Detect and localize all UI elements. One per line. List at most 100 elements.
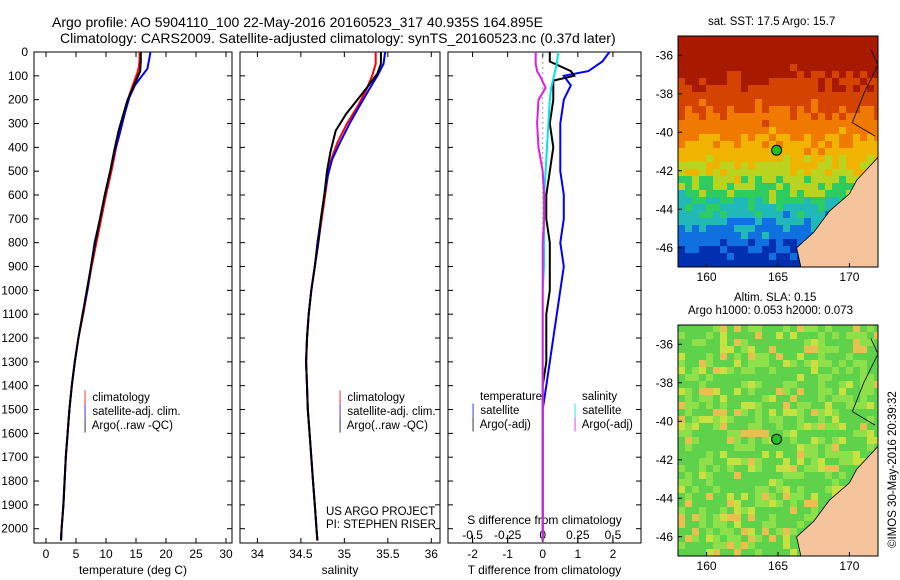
- map-cell: [762, 402, 769, 409]
- map-cell: [853, 71, 860, 78]
- map-cell: [832, 57, 839, 64]
- map-cell: [797, 127, 804, 134]
- map-cell: [699, 486, 706, 493]
- map-cell: [776, 78, 783, 85]
- map-cell: [678, 176, 685, 183]
- map-cell: [853, 78, 860, 85]
- map-cell: [699, 239, 706, 246]
- map-cell: [713, 416, 720, 423]
- map-cell: [699, 325, 706, 332]
- map-cell: [874, 148, 878, 155]
- map-cell: [790, 120, 797, 127]
- map-cell: [713, 339, 720, 346]
- map-cell: [783, 64, 790, 71]
- map-cell: [783, 360, 790, 367]
- map-cell: [727, 367, 734, 374]
- map-cell: [790, 148, 797, 155]
- map-cell: [762, 451, 769, 458]
- map-cell: [685, 85, 692, 92]
- map-cell: [713, 134, 720, 141]
- map-cell: [846, 430, 853, 437]
- map-cell: [706, 113, 713, 120]
- map-cell: [734, 113, 741, 120]
- map-cell: [783, 388, 790, 395]
- map-cell: [825, 113, 832, 120]
- map-cell: [769, 521, 776, 528]
- map-cell: [853, 346, 860, 353]
- map-cell: [741, 50, 748, 57]
- map-cell: [776, 367, 783, 374]
- map-cell: [825, 444, 832, 451]
- map-cell: [706, 190, 713, 197]
- map-cell: [755, 176, 762, 183]
- map-cell: [846, 458, 853, 465]
- map-cell: [720, 332, 727, 339]
- map-cell: [860, 71, 867, 78]
- map-cell: [860, 64, 867, 71]
- map-cell: [790, 36, 797, 43]
- map-cell: [706, 549, 713, 556]
- map-cell: [720, 78, 727, 85]
- map-cell: [811, 85, 818, 92]
- map-cell: [874, 106, 878, 113]
- map-cell: [874, 409, 878, 416]
- map-cell: [846, 381, 853, 388]
- map-cell: [748, 465, 755, 472]
- map-cell: [853, 162, 860, 169]
- map-cell: [755, 409, 762, 416]
- map-cell: [762, 430, 769, 437]
- map-cell: [853, 92, 860, 99]
- map-cell: [769, 423, 776, 430]
- map-cell: [811, 507, 818, 514]
- map-cell: [748, 332, 755, 339]
- map-cell: [818, 57, 825, 64]
- map-cell: [706, 479, 713, 486]
- map-cell: [776, 232, 783, 239]
- map-cell: [748, 36, 755, 43]
- map-cell: [685, 374, 692, 381]
- map-cell: [846, 416, 853, 423]
- map-cell: [762, 374, 769, 381]
- map-cell: [720, 549, 727, 556]
- map-cell: [839, 113, 846, 120]
- map-cell: [727, 64, 734, 71]
- map-cell: [741, 451, 748, 458]
- map-cell: [874, 423, 878, 430]
- map-cell: [741, 423, 748, 430]
- map-cell: [678, 332, 685, 339]
- map-cell: [706, 465, 713, 472]
- map-cell: [846, 402, 853, 409]
- map-cell: [776, 169, 783, 176]
- map-cell: [776, 64, 783, 71]
- map-cell: [832, 162, 839, 169]
- map-cell: [748, 211, 755, 218]
- map-cell: [699, 381, 706, 388]
- map-cell: [748, 507, 755, 514]
- map-cell: [699, 542, 706, 549]
- map-cell: [748, 43, 755, 50]
- map-cell: [783, 127, 790, 134]
- map-cell: [811, 423, 818, 430]
- map-cell: [748, 339, 755, 346]
- map-cell: [727, 521, 734, 528]
- map-cell: [678, 141, 685, 148]
- map-cell: [846, 106, 853, 113]
- map-cell: [741, 367, 748, 374]
- map-cell: [692, 64, 699, 71]
- map-cell: [720, 472, 727, 479]
- map-cell: [776, 85, 783, 92]
- map-cell: [741, 190, 748, 197]
- map-cell: [741, 127, 748, 134]
- map-cell: [706, 218, 713, 225]
- map-cell: [706, 141, 713, 148]
- map-cell: [748, 85, 755, 92]
- map-cell: [678, 353, 685, 360]
- map-cell: [860, 423, 867, 430]
- map-cell: [734, 542, 741, 549]
- map-cell: [741, 493, 748, 500]
- map-cell: [769, 458, 776, 465]
- map-cell: [734, 85, 741, 92]
- map-cell: [825, 127, 832, 134]
- map-cell: [734, 120, 741, 127]
- map-cell: [797, 367, 804, 374]
